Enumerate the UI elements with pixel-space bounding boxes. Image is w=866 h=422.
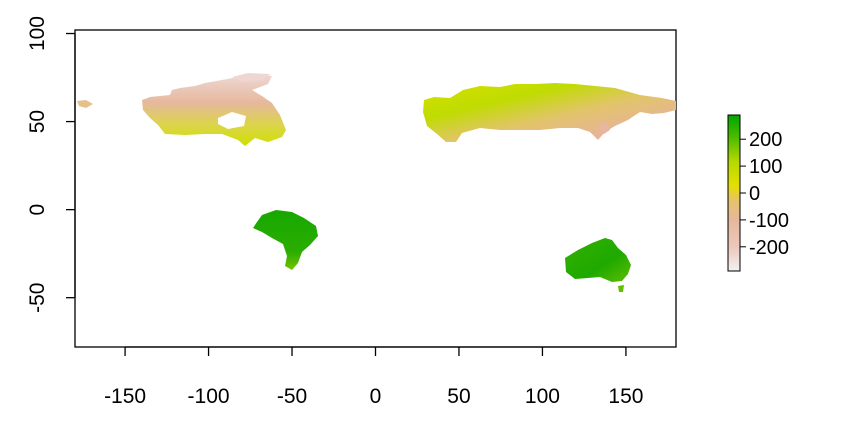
- y-axis: 100 50 0 -50: [26, 16, 76, 313]
- plot-frame: [74, 29, 677, 348]
- legend-tick-label: 200: [749, 129, 782, 151]
- region-south-america: [253, 210, 318, 270]
- x-tick-label: -100: [188, 385, 230, 408]
- region-north-america: [142, 74, 286, 146]
- raster-regions: [77, 73, 676, 292]
- legend-colorbar: [727, 114, 741, 272]
- legend-tick-label: -200: [749, 237, 789, 259]
- region-north-america-hole: [218, 112, 246, 129]
- region-tasmania: [618, 285, 624, 292]
- region-alaska-tip: [77, 100, 93, 108]
- color-legend: 200 100 0 -100 -200: [727, 114, 789, 272]
- x-tick-label: 50: [447, 385, 470, 408]
- y-tick-label: 50: [26, 110, 49, 133]
- legend-tick-label: 0: [749, 183, 760, 205]
- legend-tick-label: 100: [749, 156, 782, 178]
- x-axis: -150 -100 -50 0 50 100 150: [104, 346, 643, 408]
- y-tick-label: -50: [26, 283, 49, 313]
- region-australia: [565, 238, 631, 282]
- legend-ticks: 200 100 0 -100 -200: [740, 129, 789, 259]
- legend-tick-label: -100: [749, 210, 789, 232]
- x-tick-label: -150: [104, 385, 146, 408]
- region-greenland-islands: [232, 73, 270, 82]
- x-tick-label: -50: [277, 385, 307, 408]
- y-tick-label: 0: [26, 204, 49, 216]
- y-tick-label: 100: [26, 16, 49, 51]
- x-tick-label: 100: [525, 385, 560, 408]
- region-eurasia: [423, 83, 676, 142]
- region-eurasia-island: [598, 122, 610, 134]
- x-tick-label: 0: [370, 385, 382, 408]
- x-tick-label: 150: [608, 385, 643, 408]
